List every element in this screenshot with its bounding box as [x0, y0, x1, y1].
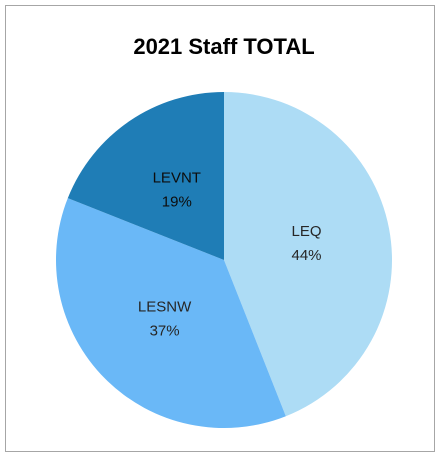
chart-title: 2021 Staff TOTAL	[133, 34, 314, 59]
slice-value-label: 19%	[162, 193, 192, 210]
slice-label: LEVNT	[153, 169, 201, 186]
slice-value-label: 37%	[150, 322, 180, 339]
pie-slice	[56, 198, 286, 428]
pie-slice	[224, 92, 392, 417]
slice-label: LEQ	[292, 223, 322, 240]
pie-slice	[67, 92, 225, 260]
slice-value-label: 44%	[291, 247, 321, 264]
slice-label: LESNW	[138, 298, 192, 315]
